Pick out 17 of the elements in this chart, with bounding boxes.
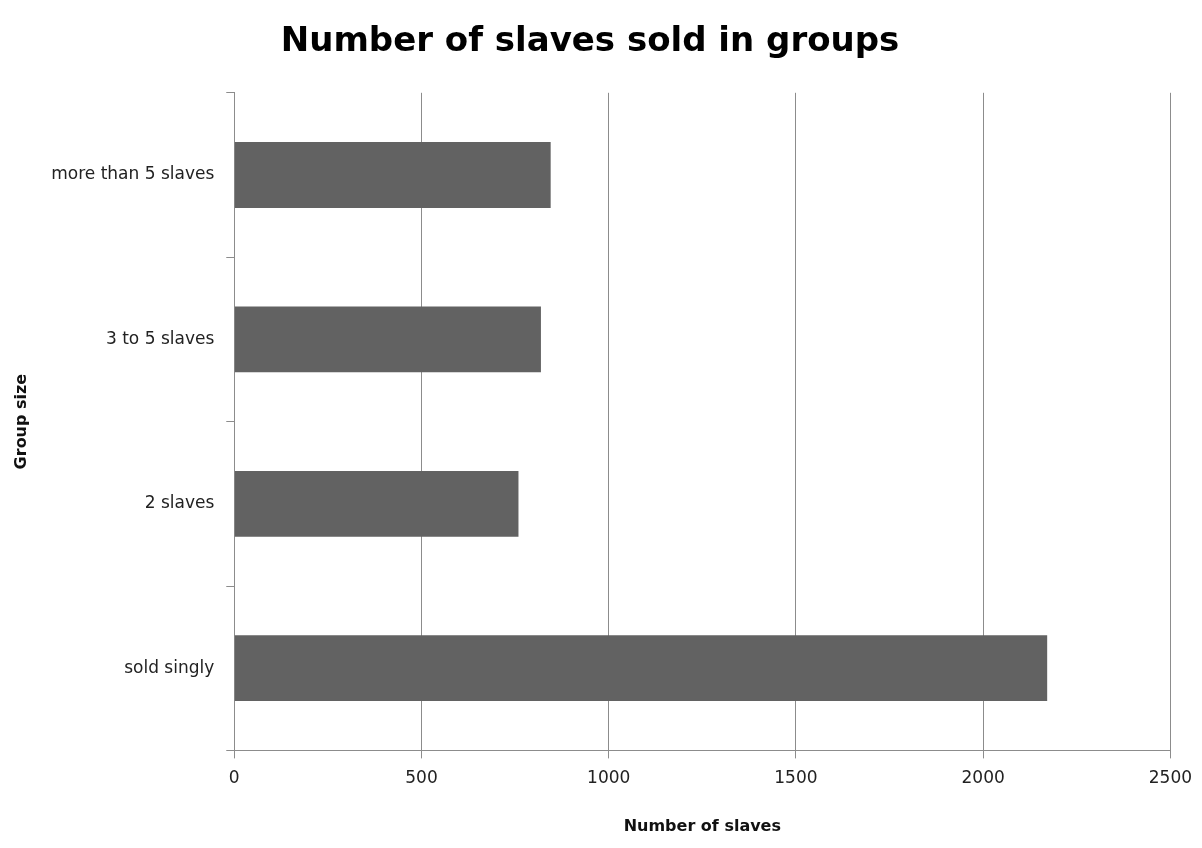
x-tick-label: 0 (228, 767, 240, 788)
x-tick-label: 500 (405, 767, 438, 788)
y-axis-title: Group size (10, 373, 30, 470)
y-tick-label: more than 5 slaves (51, 163, 215, 184)
y-tick-label: 3 to 5 slaves (105, 327, 215, 348)
bar (234, 470, 519, 537)
bar (234, 306, 541, 373)
y-tick-label: 2 slaves (144, 492, 215, 513)
bar (234, 635, 1048, 702)
chart-title: Number of slaves sold in groups (280, 19, 900, 60)
x-tick-label: 2000 (961, 767, 1005, 788)
bar (234, 142, 551, 208)
x-tick-label: 1500 (774, 767, 818, 788)
x-axis-title: Number of slaves (623, 815, 781, 835)
x-tick-label: 2500 (1148, 767, 1192, 788)
y-tick-label: sold singly (124, 656, 215, 677)
x-tick-label: 1000 (587, 767, 631, 788)
